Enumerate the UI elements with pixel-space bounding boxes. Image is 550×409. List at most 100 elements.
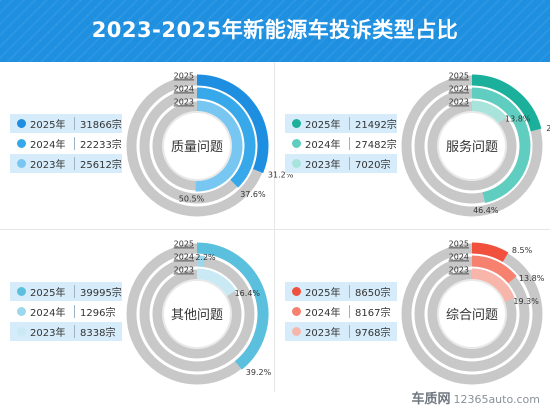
share-arc [196,268,237,297]
legend-separator [74,325,75,338]
legend-value: 1296宗 [80,308,116,319]
share-label: 46.4% [473,206,499,215]
donut-chart: 其他问题 2025 2024 2023 39.2% 2.2% 16.4% [124,240,272,387]
legend-swatch [17,139,26,148]
share-arc [471,242,509,263]
divider-vertical [274,62,275,392]
legend-separator [349,137,350,150]
legend-row: 2024年 22233宗 [10,134,122,154]
legend-swatch [292,307,301,316]
legend-separator [74,157,75,170]
legend: 2025年 31866宗 2024年 22233宗 2023年 25612宗 [10,114,122,174]
legend-year: 2024年 [305,308,341,319]
legend-row: 2023年 9768宗 [285,322,397,342]
legend-row: 2025年 31866宗 [10,114,122,134]
ring-year-label: 2023 [449,98,469,107]
share-label: 13.8% [519,274,545,283]
legend-year: 2025年 [305,288,341,299]
share-label: 39.2% [246,368,272,377]
legend-separator [349,117,350,130]
ring-year-label: 2024 [174,85,194,94]
legend-year: 2025年 [30,288,66,299]
legend-value: 39995宗 [80,288,122,299]
share-label: 19.3% [513,297,539,306]
header-banner: 2023-2025年新能源车投诉类型占比 [0,0,550,62]
legend-year: 2024年 [30,140,66,151]
legend-separator [349,305,350,318]
share-label: 21.1% [546,124,550,133]
legend-value: 9768宗 [355,328,391,339]
legend-swatch [17,307,26,316]
legend: 2025年 39995宗 2024年 1296宗 2023年 8338宗 [10,282,122,342]
legend-swatch [17,327,26,336]
legend-row: 2025年 8650宗 [285,282,397,302]
legend-row: 2024年 1296宗 [10,302,122,322]
legend-separator [349,285,350,298]
legend: 2025年 21492宗 2024年 27482宗 2023年 7020宗 [285,114,397,174]
legend-swatch [17,287,26,296]
donut-chart: 服务问题 2025 2024 2023 21.1% 46.4% 13.8% [399,72,550,219]
footer-brand: 车质网 [411,392,451,407]
share-label: 13.8% [505,115,531,124]
ring-year-label: 2024 [449,253,469,262]
ring-year-label: 2023 [174,266,194,275]
legend-value: 25612宗 [80,160,122,171]
legend-year: 2025年 [305,120,341,131]
legend-separator [74,137,75,150]
share-label: 31.2% [268,170,294,179]
panel-other: 2025年 39995宗 2024年 1296宗 2023年 8338宗 其他问题 2025 2… [0,230,275,400]
share-arc [196,255,206,267]
legend-row: 2023年 25612宗 [10,154,122,174]
legend-swatch [292,287,301,296]
share-label: 37.6% [240,190,266,199]
legend-year: 2023年 [305,160,341,171]
ring-year-label: 2024 [449,85,469,94]
legend-row: 2023年 8338宗 [10,322,122,342]
legend-row: 2025年 39995宗 [10,282,122,302]
legend-value: 7020宗 [355,160,391,171]
share-arc [196,74,269,174]
category-label: 质量问题 [171,140,223,155]
legend-swatch [292,159,301,168]
panel-service: 2025年 21492宗 2024年 27482宗 2023年 7020宗 服务问题 2025… [275,62,550,232]
ring-year-label: 2025 [449,240,469,249]
ring-track [138,255,256,373]
share-arc [195,100,243,192]
share-arc [471,268,515,303]
share-label: 2.2% [195,253,216,262]
share-arc [471,100,507,124]
share-label: 8.5% [512,246,533,255]
share-label: 16.4% [235,289,261,298]
legend-separator [74,117,75,130]
ring-year-label: 2024 [174,253,194,262]
legend-swatch [292,119,301,128]
legend-value: 22233宗 [80,140,122,151]
footer-logo: 车质网 12365auto.com [411,388,540,407]
share-arc [196,87,256,188]
ring-gap [425,267,519,361]
footer-site: 12365auto.com [453,393,540,406]
panel-quality: 2025年 31866宗 2024年 22233宗 2023年 25612宗 质量问题 202… [0,62,294,232]
legend-value: 8338宗 [80,328,116,339]
legend-value: 8167宗 [355,308,391,319]
center-plate [439,281,505,347]
legend-row: 2024年 27482宗 [285,134,397,154]
legend-value: 21492宗 [355,120,397,131]
share-arc [471,74,542,132]
legend-row: 2024年 8167宗 [285,302,397,322]
chart-title: 2023-2025年新能源车投诉类型占比 [91,18,459,42]
divider-horizontal [0,229,550,230]
category-label: 其他问题 [171,308,223,323]
legend-swatch [17,119,26,128]
legend-separator [74,305,75,318]
ring-year-label: 2025 [449,72,469,81]
legend-year: 2024年 [30,308,66,319]
ring-gap [137,254,257,374]
legend-year: 2023年 [30,328,66,339]
category-label: 服务问题 [446,139,498,155]
donut-chart: 综合问题 2025 2024 2023 8.5% 13.8% 19.3% [399,240,545,387]
legend-row: 2023年 7020宗 [285,154,397,174]
ring-year-label: 2023 [174,98,194,107]
ring-year-label: 2023 [449,266,469,275]
center-plate [164,113,230,179]
